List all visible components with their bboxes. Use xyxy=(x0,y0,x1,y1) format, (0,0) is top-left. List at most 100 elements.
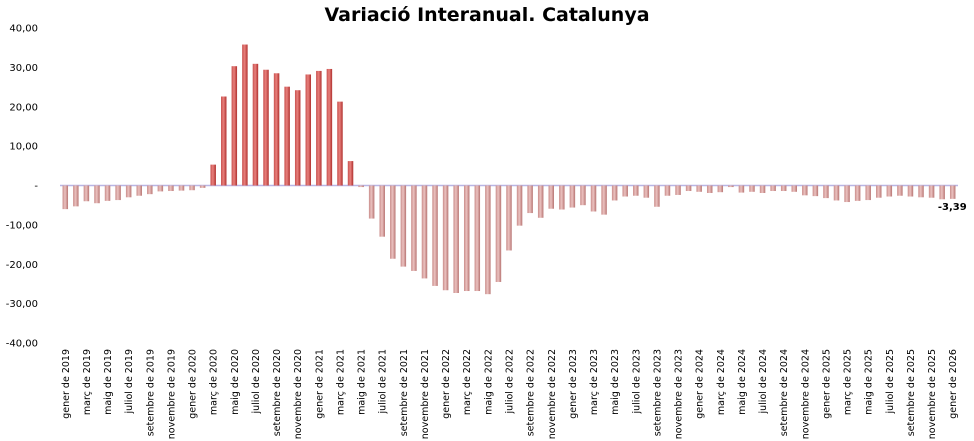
bar xyxy=(791,185,797,192)
bar xyxy=(252,63,259,186)
bar xyxy=(316,70,322,186)
bar xyxy=(876,185,882,198)
bar xyxy=(633,185,639,196)
x-tick-label: juliol de 2022 xyxy=(505,349,516,414)
y-tick-label: 40,00 xyxy=(9,24,38,35)
x-tick-label: setembre de 2024 xyxy=(779,349,790,436)
x-tick-label: gener de 2022 xyxy=(441,349,452,419)
bar xyxy=(442,185,449,291)
bar xyxy=(654,185,660,207)
bar xyxy=(802,185,808,196)
x-tick-label: juliol de 2020 xyxy=(251,349,262,414)
data-label: -3,39 xyxy=(938,202,967,213)
bar xyxy=(83,185,90,202)
bar xyxy=(157,185,164,192)
bar xyxy=(432,185,438,286)
x-tick-label: juliol de 2024 xyxy=(758,349,769,414)
bar xyxy=(506,185,512,251)
x-tick-label: novembre de 2019 xyxy=(166,349,177,439)
bar xyxy=(823,185,829,199)
bar xyxy=(664,185,671,196)
bar xyxy=(601,185,607,215)
bar xyxy=(421,185,428,279)
bar xyxy=(675,185,681,195)
bar xyxy=(590,185,597,212)
y-tick-label: -20,00 xyxy=(6,260,38,271)
x-tick-label: maig de 2021 xyxy=(357,349,368,415)
bar xyxy=(210,164,216,186)
bar xyxy=(717,185,724,193)
bar xyxy=(685,185,692,192)
bar xyxy=(125,185,132,198)
y-tick-label: -30,00 xyxy=(6,299,38,310)
x-tick-label: maig de 2020 xyxy=(230,349,241,415)
bar xyxy=(390,185,396,259)
x-tick-label: novembre de 2023 xyxy=(674,349,685,439)
y-tick-label: 20,00 xyxy=(9,102,38,113)
bar xyxy=(611,185,618,201)
bar xyxy=(780,185,787,192)
x-tick-label: març de 2024 xyxy=(716,349,727,415)
x-tick-label: març de 2023 xyxy=(589,349,600,415)
x-tick-label: març de 2021 xyxy=(335,349,346,415)
x-tick-label: gener de 2019 xyxy=(61,349,72,419)
x-tick-label: setembre de 2019 xyxy=(145,349,156,436)
bar xyxy=(178,185,185,191)
x-tick-label: març de 2020 xyxy=(209,349,220,415)
bar xyxy=(94,185,100,204)
bar xyxy=(305,74,312,186)
bar xyxy=(569,185,576,208)
bar xyxy=(854,185,861,201)
x-tick-label: gener de 2024 xyxy=(695,349,706,419)
bar xyxy=(928,185,935,198)
bar xyxy=(886,185,893,197)
x-tick-label: setembre de 2020 xyxy=(272,349,283,436)
x-tick-label: maig de 2024 xyxy=(737,349,748,415)
y-tick-label: 10,00 xyxy=(9,142,38,153)
bar xyxy=(537,185,544,218)
x-tick-label: gener de 2023 xyxy=(568,349,579,419)
bar xyxy=(294,90,301,186)
bar xyxy=(115,185,121,201)
x-tick-label: setembre de 2022 xyxy=(526,349,537,436)
bar xyxy=(643,185,650,198)
bar xyxy=(273,73,280,186)
bar xyxy=(62,185,69,210)
y-tick-label: 30,00 xyxy=(9,63,38,74)
bar xyxy=(358,185,364,188)
bar xyxy=(199,185,206,188)
x-tick-label: març de 2025 xyxy=(843,349,854,415)
bar xyxy=(749,185,755,192)
x-tick-label: setembre de 2025 xyxy=(906,349,917,436)
x-tick-label: juliol de 2019 xyxy=(124,349,135,414)
bar xyxy=(580,185,586,206)
bar xyxy=(337,101,343,186)
bar xyxy=(136,185,142,196)
bar xyxy=(242,44,248,186)
bar xyxy=(833,185,840,201)
bar xyxy=(548,185,554,209)
bar xyxy=(379,185,385,237)
x-tick-label: setembre de 2021 xyxy=(399,349,410,436)
bar xyxy=(347,161,354,186)
x-tick-label: gener de 2025 xyxy=(821,349,832,419)
bar xyxy=(949,185,956,199)
bar xyxy=(495,185,502,282)
bar xyxy=(738,185,745,193)
bar xyxy=(147,185,153,195)
bar xyxy=(284,86,290,186)
bar xyxy=(73,185,79,207)
bar xyxy=(759,185,766,193)
bar xyxy=(728,185,734,188)
bar xyxy=(400,185,407,267)
x-tick-label: març de 2019 xyxy=(82,349,93,415)
bar xyxy=(918,185,924,198)
bar xyxy=(411,185,417,271)
x-tick-label: juliol de 2021 xyxy=(378,349,389,414)
x-tick-label: gener de 2020 xyxy=(188,349,199,419)
bar xyxy=(474,185,481,292)
x-tick-label: maig de 2025 xyxy=(864,349,875,415)
x-tick-label: gener de 2021 xyxy=(314,349,325,419)
